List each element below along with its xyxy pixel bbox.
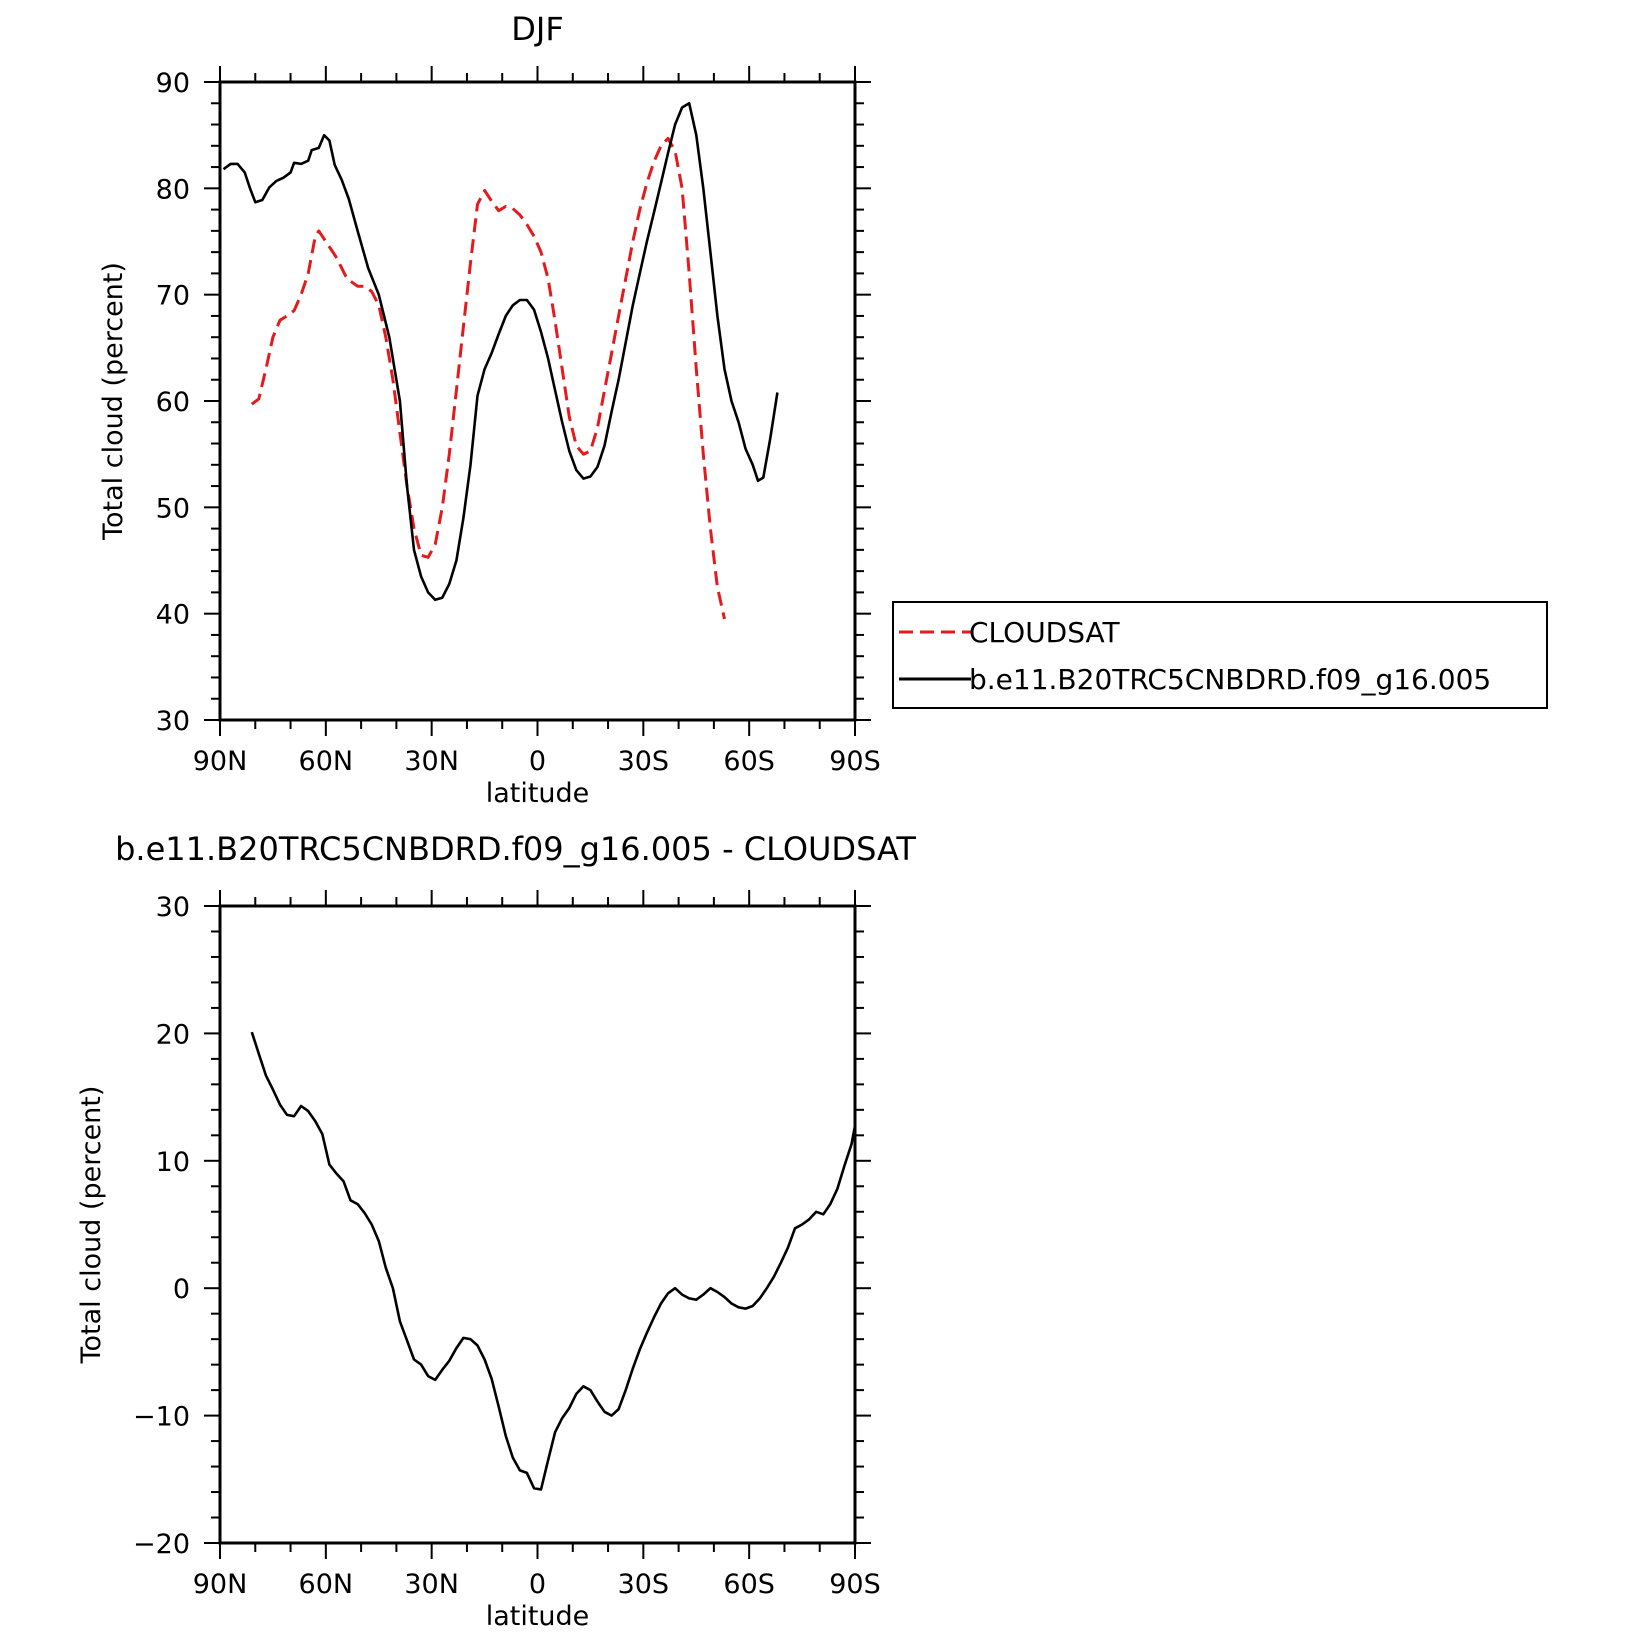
x-tick-label: 90N <box>193 1569 248 1600</box>
x-tick-label: 30N <box>404 1569 459 1600</box>
x-tick-label: 30S <box>618 1569 670 1600</box>
y-tick-label: 0 <box>173 1274 190 1305</box>
legend: CLOUDSAT b.e11.B20TRC5CNBDRD.f09_g16.005 <box>892 601 1548 709</box>
y-tick-label: −10 <box>133 1402 190 1433</box>
x-axis-label: latitude <box>486 778 590 809</box>
x-tick-label: 90S <box>829 746 881 777</box>
x-tick-label: 0 <box>529 1569 546 1600</box>
y-tick-label: 30 <box>156 892 190 923</box>
series-line-difference <box>250 1031 855 1491</box>
y-tick-label: 20 <box>156 1019 190 1050</box>
x-tick-label: 60N <box>299 746 354 777</box>
y-tick-label: 10 <box>156 1147 190 1178</box>
y-axis-label: Total cloud (percent) <box>76 1086 107 1365</box>
series-line-b-e11-b20trc5cnbdrd-f09-g16-005 <box>222 102 779 602</box>
legend-label: CLOUDSAT <box>969 616 1121 649</box>
legend-box <box>892 601 1548 709</box>
y-axis-label: Total cloud (percent) <box>98 262 129 541</box>
x-tick-label: 30S <box>618 746 670 777</box>
x-tick-label: 90N <box>193 746 248 777</box>
y-tick-label: −20 <box>133 1529 190 1560</box>
x-tick-label: 30N <box>404 746 459 777</box>
x-tick-label: 60S <box>723 746 775 777</box>
x-tick-label: 90S <box>829 1569 881 1600</box>
plot-title: DJF <box>511 10 563 48</box>
plot-title: b.e11.B20TRC5CNBDRD.f09_g16.005 - CLOUDS… <box>115 830 916 868</box>
y-tick-label: 30 <box>156 706 190 737</box>
y-tick-label: 40 <box>156 600 190 631</box>
y-tick-label: 70 <box>156 281 190 312</box>
y-tick-label: 50 <box>156 493 190 524</box>
legend-label: b.e11.B20TRC5CNBDRD.f09_g16.005 <box>969 663 1491 696</box>
y-tick-label: 90 <box>156 68 190 99</box>
y-tick-label: 80 <box>156 174 190 205</box>
y-tick-label: 60 <box>156 387 190 418</box>
plot-frame <box>218 904 857 1545</box>
x-tick-label: 60N <box>299 1569 354 1600</box>
x-axis-label: latitude <box>486 1601 590 1632</box>
difference-plot: 90N 60N 30N 0 30S 60S 90S −20 −10 0 10 20 30 latitude… <box>76 830 916 1632</box>
x-tick-label: 60S <box>723 1569 775 1600</box>
djf-zonal-mean-plot: 90N 60N 30N 0 30S 60S 90S 30 40 50 60 70 80 90 latitud… <box>98 10 881 809</box>
plot-frame <box>218 80 857 722</box>
x-tick-label: 0 <box>529 746 546 777</box>
